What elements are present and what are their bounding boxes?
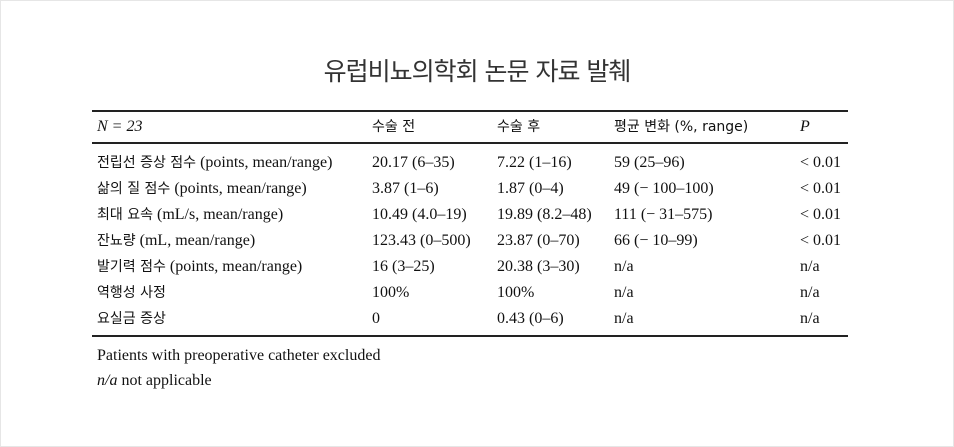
bottom-rule bbox=[92, 335, 848, 337]
table-row: 잔뇨량 (mL, mean/range) 123.43 (0–500) 23.87 … bbox=[0, 230, 954, 252]
row-label: 최대 요속 (mL/s, mean/range) bbox=[97, 204, 283, 226]
header-pre: 수술 전 bbox=[372, 119, 416, 135]
table-header: N = 23 수술 전 수술 후 평균 변화 (%, range) P bbox=[0, 116, 954, 138]
cell-p: < 0.01 bbox=[800, 154, 842, 171]
row-label: 잔뇨량 (mL, mean/range) bbox=[97, 230, 255, 252]
cell-post: 100% bbox=[497, 284, 535, 301]
cell-change: 66 (− 10–99) bbox=[614, 232, 698, 249]
row-label-en: (points, mean/range) bbox=[196, 154, 333, 171]
row-label-ko: 최대 요속 bbox=[97, 207, 153, 223]
cell-pre: 123.43 (0–500) bbox=[372, 232, 471, 249]
header-rule bbox=[92, 142, 848, 144]
row-label: 발기력 점수 (points, mean/range) bbox=[97, 256, 302, 278]
page-title: 유럽비뇨의학회 논문 자료 발췌 bbox=[323, 57, 632, 86]
table-row: 삶의 질 점수 (points, mean/range) 3.87 (1–6) 1.… bbox=[0, 178, 954, 200]
cell-change: 59 (25–96) bbox=[614, 154, 685, 171]
header-n: N = 23 bbox=[97, 118, 143, 135]
row-label: 삶의 질 점수 (points, mean/range) bbox=[97, 178, 307, 200]
row-label: 전립선 증상 점수 (points, mean/range) bbox=[97, 152, 332, 174]
cell-pre: 10.49 (4.0–19) bbox=[372, 206, 467, 223]
row-label-en: (mL, mean/range) bbox=[135, 232, 256, 249]
cell-post: 0.43 (0–6) bbox=[497, 310, 564, 327]
cell-change: 111 (− 31–575) bbox=[614, 206, 713, 223]
table-row: 발기력 점수 (points, mean/range) 16 (3–25) 20.3… bbox=[0, 256, 954, 278]
row-label: 요실금 증상 bbox=[97, 308, 166, 330]
header-p: P bbox=[800, 118, 810, 135]
row-label-ko: 역행성 사정 bbox=[97, 285, 166, 301]
cell-p: n/a bbox=[800, 284, 820, 301]
row-label-ko: 요실금 증상 bbox=[97, 311, 166, 327]
row-label-ko: 발기력 점수 bbox=[97, 259, 166, 275]
cell-pre: 20.17 (6–35) bbox=[372, 154, 455, 171]
footnote-catheter: Patients with preoperative catheter excl… bbox=[97, 347, 381, 364]
cell-p: n/a bbox=[800, 258, 820, 275]
row-label-en: (points, mean/range) bbox=[170, 180, 307, 197]
top-rule bbox=[92, 110, 848, 112]
header-post: 수술 후 bbox=[497, 119, 541, 135]
cell-change: n/a bbox=[614, 258, 634, 275]
cell-post: 23.87 (0–70) bbox=[497, 232, 580, 249]
table-row: 전립선 증상 점수 (points, mean/range) 20.17 (6–3… bbox=[0, 152, 954, 174]
cell-post: 19.89 (8.2–48) bbox=[497, 206, 592, 223]
cell-post: 7.22 (1–16) bbox=[497, 154, 572, 171]
cell-pre: 0 bbox=[372, 310, 380, 327]
cell-change: n/a bbox=[614, 284, 634, 301]
footnote-na-abbr: n/a bbox=[97, 372, 118, 389]
cell-p: n/a bbox=[800, 310, 820, 327]
footnote-na-text: not applicable bbox=[117, 372, 212, 389]
cell-pre: 16 (3–25) bbox=[372, 258, 435, 275]
row-label-ko: 삶의 질 점수 bbox=[97, 181, 171, 197]
cell-p: < 0.01 bbox=[800, 206, 842, 223]
cell-p: < 0.01 bbox=[800, 180, 842, 197]
table-row: 요실금 증상 0 0.43 (0–6) n/a n/a bbox=[0, 308, 954, 330]
row-label-ko: 전립선 증상 점수 bbox=[97, 155, 197, 171]
header-change: 평균 변화 (%, range) bbox=[614, 119, 749, 135]
table-row: 최대 요속 (mL/s, mean/range) 10.49 (4.0–19) 19… bbox=[0, 204, 954, 226]
row-label: 역행성 사정 bbox=[97, 282, 166, 304]
row-label-en: (points, mean/range) bbox=[165, 258, 303, 275]
cell-pre: 100% bbox=[372, 284, 410, 301]
cell-post: 1.87 (0–4) bbox=[497, 180, 564, 197]
footnote-na: n/a not applicable bbox=[97, 372, 212, 390]
cell-change: n/a bbox=[614, 310, 634, 327]
cell-p: < 0.01 bbox=[800, 232, 842, 249]
table-row: 역행성 사정 100% 100% n/a n/a bbox=[0, 282, 954, 304]
cell-change: 49 (− 100–100) bbox=[614, 180, 714, 197]
cell-pre: 3.87 (1–6) bbox=[372, 180, 439, 197]
row-label-ko: 잔뇨량 bbox=[97, 233, 136, 249]
row-label-en: (mL/s, mean/range) bbox=[152, 206, 284, 223]
cell-post: 20.38 (3–30) bbox=[497, 258, 580, 275]
